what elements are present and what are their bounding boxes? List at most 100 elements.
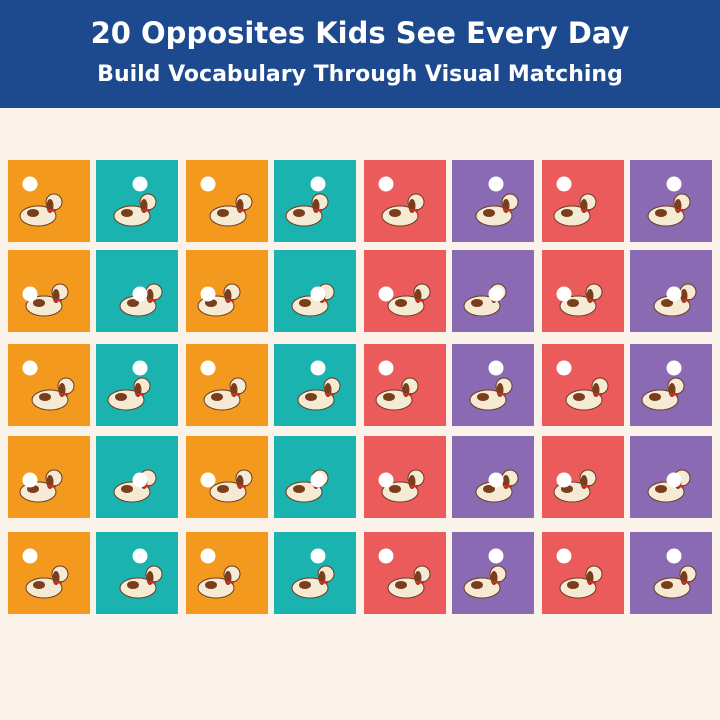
match-dot	[310, 472, 326, 488]
dog-collar	[498, 393, 506, 396]
dog-spot	[483, 209, 495, 217]
dog-spot	[567, 299, 579, 307]
match-dot	[488, 360, 504, 376]
match-dot	[488, 176, 504, 192]
dog-spot	[293, 209, 305, 217]
dog-collar	[682, 299, 690, 302]
match-dot	[22, 548, 38, 564]
card	[452, 160, 534, 242]
dog-spot	[567, 581, 579, 589]
dog-collar	[48, 209, 56, 212]
card	[364, 532, 446, 614]
card	[274, 532, 356, 614]
dog-collar	[326, 393, 334, 396]
dog-spot	[483, 485, 495, 493]
dog-collar	[582, 485, 590, 488]
card	[96, 532, 178, 614]
dog-spot	[661, 581, 673, 589]
dog-collar	[148, 581, 156, 584]
dog-collar	[492, 581, 500, 584]
dog-spot	[661, 299, 673, 307]
dog-collar	[504, 209, 512, 212]
match-dot	[132, 286, 148, 302]
card	[542, 532, 624, 614]
dog-collar	[594, 393, 602, 396]
match-dot	[22, 472, 38, 488]
card	[542, 250, 624, 332]
dog-collar	[320, 299, 328, 302]
dog-collar	[588, 581, 596, 584]
match-dot	[666, 472, 682, 488]
match-dot	[378, 472, 394, 488]
card	[542, 344, 624, 426]
dog-spot	[389, 485, 401, 493]
dog-spot	[121, 485, 133, 493]
dog-collar	[142, 485, 150, 488]
dog-spot	[299, 581, 311, 589]
dog-collar	[670, 393, 678, 396]
card	[8, 250, 90, 332]
dog-spot	[389, 209, 401, 217]
match-dot	[132, 176, 148, 192]
dog-collar	[416, 299, 424, 302]
dog-collar	[676, 209, 684, 212]
match-dot	[200, 176, 216, 192]
dog-collar	[232, 393, 240, 396]
match-dot	[488, 548, 504, 564]
match-dot	[666, 176, 682, 192]
card	[186, 160, 268, 242]
dog-collar	[410, 485, 418, 488]
match-dot	[310, 548, 326, 564]
dog-spot	[477, 393, 489, 401]
match-dot	[310, 176, 326, 192]
dog-collar	[682, 581, 690, 584]
card-grid	[8, 160, 712, 614]
match-dot	[200, 472, 216, 488]
dog-spot	[395, 299, 407, 307]
dog-spot	[471, 581, 483, 589]
dog-collar	[238, 209, 246, 212]
match-dot	[488, 472, 504, 488]
match-dot	[132, 548, 148, 564]
dog-spot	[115, 393, 127, 401]
match-dot	[556, 472, 572, 488]
dog-spot	[33, 299, 45, 307]
dog-spot	[655, 485, 667, 493]
card	[364, 160, 446, 242]
card	[8, 344, 90, 426]
dog-spot	[305, 393, 317, 401]
dog-collar	[226, 581, 234, 584]
match-dot	[556, 360, 572, 376]
dog-spot	[293, 485, 305, 493]
dog-collar	[54, 299, 62, 302]
dog-collar	[588, 299, 596, 302]
dog-spot	[471, 299, 483, 307]
card	[274, 344, 356, 426]
match-dot	[378, 548, 394, 564]
dog-collar	[226, 299, 234, 302]
match-dot	[378, 360, 394, 376]
match-dot	[310, 360, 326, 376]
match-dot	[378, 286, 394, 302]
match-dot	[378, 176, 394, 192]
dog-spot	[649, 393, 661, 401]
match-dot	[132, 360, 148, 376]
card	[364, 250, 446, 332]
match-dot	[132, 472, 148, 488]
dog-collar	[676, 485, 684, 488]
match-dot	[200, 360, 216, 376]
match-dot	[22, 286, 38, 302]
dog-spot	[217, 209, 229, 217]
dog-collar	[142, 209, 150, 212]
dog-collar	[54, 581, 62, 584]
card	[452, 344, 534, 426]
match-dot	[22, 176, 38, 192]
dog-collar	[60, 393, 68, 396]
dog-spot	[39, 393, 51, 401]
dog-collar	[148, 299, 156, 302]
dog-spot	[121, 209, 133, 217]
dog-collar	[136, 393, 144, 396]
match-dot	[22, 360, 38, 376]
subtitle: Build Vocabulary Through Visual Matching	[97, 62, 623, 87]
dog-collar	[238, 485, 246, 488]
